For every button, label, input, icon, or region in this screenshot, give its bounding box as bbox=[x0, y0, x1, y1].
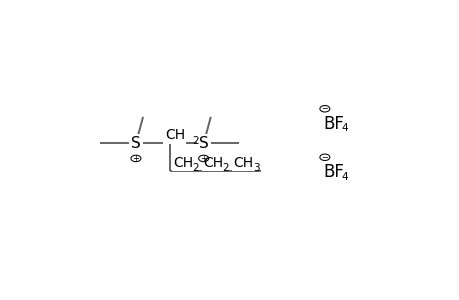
Text: BF: BF bbox=[322, 163, 343, 181]
Text: +: + bbox=[200, 154, 207, 163]
Text: CH: CH bbox=[233, 156, 253, 170]
Text: 2: 2 bbox=[222, 164, 229, 173]
Text: 4: 4 bbox=[341, 123, 347, 134]
Text: S: S bbox=[198, 136, 208, 151]
Text: 3: 3 bbox=[252, 164, 259, 173]
Text: S: S bbox=[131, 136, 140, 151]
Text: BF: BF bbox=[322, 115, 343, 133]
Text: −: − bbox=[321, 104, 328, 113]
Text: 4: 4 bbox=[341, 172, 347, 182]
Text: 2: 2 bbox=[192, 164, 199, 173]
Text: CH: CH bbox=[173, 156, 193, 170]
Text: +: + bbox=[132, 154, 139, 163]
Text: CH: CH bbox=[203, 156, 223, 170]
Text: 2: 2 bbox=[192, 136, 198, 146]
Text: CH: CH bbox=[164, 128, 185, 142]
Text: −: − bbox=[321, 153, 328, 162]
